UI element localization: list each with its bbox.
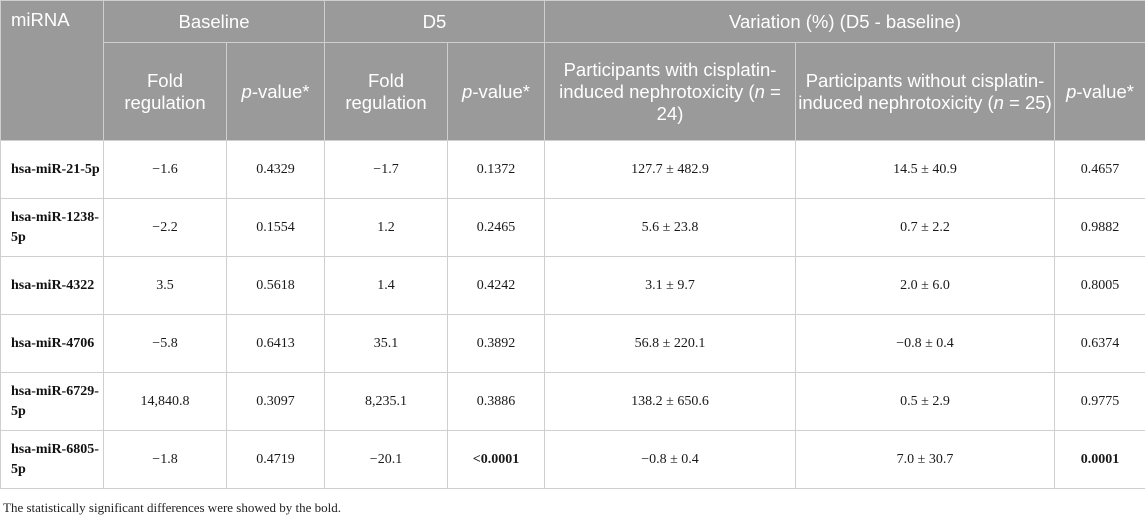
variation-with: 138.2 ± 650.6 [544,372,796,431]
baseline-fold: 3.5 [103,256,227,315]
baseline-fold: −1.6 [103,140,227,199]
variation-p: 0.6374 [1053,314,1145,373]
variation-without: 0.7 ± 2.2 [795,198,1055,257]
n-italic: n [754,80,765,102]
variation-p: 0.0001 [1053,430,1145,489]
table-row: hsa-miR-21-5p −1.6 0.4329 −1.7 0.1372 12… [0,140,1145,199]
mirna-table: miRNA Baseline D5 Variation (%) (D5 - ba… [0,0,1145,489]
d5-p: 0.4242 [447,256,545,315]
d5-fold: 1.2 [324,198,448,257]
mirna-name: hsa-miR-4322 [0,256,104,315]
header-variation-p: p-value* [1053,42,1145,141]
baseline-fold: −5.8 [103,314,227,373]
variation-without: −0.8 ± 0.4 [795,314,1055,373]
baseline-p: 0.6413 [226,314,325,373]
d5-p: 0.3886 [447,372,545,431]
header-d5-p: p-value* [447,42,545,141]
header-baseline: Baseline [103,0,325,43]
p-italic: p [462,80,473,102]
p-italic: p [1066,80,1077,102]
table-row: hsa-miR-4322 3.5 0.5618 1.4 0.4242 3.1 ±… [0,256,1145,315]
header-baseline-p: p-value* [226,42,325,141]
d5-fold: −1.7 [324,140,448,199]
mirna-name: hsa-miR-6729-5p [0,372,104,431]
table-row: hsa-miR-6729-5p 14,840.8 0.3097 8,235.1 … [0,372,1145,431]
variation-with: 127.7 ± 482.9 [544,140,796,199]
p-suffix: -value* [1076,80,1134,102]
mirna-name: hsa-miR-21-5p [0,140,104,199]
variation-p: 0.4657 [1053,140,1145,199]
variation-p: 0.9882 [1053,198,1145,257]
header-with-nephrotoxicity: Participants with cisplatin-induced neph… [544,42,796,141]
fold-regulation-label: Fold regulation [345,69,427,113]
baseline-fold: 14,840.8 [103,372,227,431]
baseline-p: 0.5618 [226,256,325,315]
table-row: hsa-miR-1238-5p −2.2 0.1554 1.2 0.2465 5… [0,198,1145,257]
table-row: hsa-miR-4706 −5.8 0.6413 35.1 0.3892 56.… [0,314,1145,373]
header-mirna: miRNA [0,0,104,141]
p-suffix: -value* [251,80,310,102]
with-neph-text: Participants with cisplatin-induced neph… [559,58,777,102]
baseline-p: 0.4329 [226,140,325,199]
baseline-p: 0.1554 [226,198,325,257]
without-neph-count: = 25) [1003,91,1052,113]
header-without-nephrotoxicity: Participants without cisplatin-induced n… [795,42,1055,141]
d5-fold: 35.1 [324,314,448,373]
table-footnote: The statistically significant difference… [3,500,342,515]
header-row-sub: Fold regulation p-value* Fold regulation… [1,42,1145,141]
d5-p: 0.1372 [447,140,545,199]
header-row-top: miRNA Baseline D5 Variation (%) (D5 - ba… [0,0,1145,141]
mirna-name: hsa-miR-1238-5p [0,198,104,257]
variation-with: −0.8 ± 0.4 [544,430,796,489]
d5-p: <0.0001 [447,430,545,489]
d5-p: 0.2465 [447,198,545,257]
baseline-p: 0.3097 [226,372,325,431]
variation-without: 0.5 ± 2.9 [795,372,1055,431]
table-row: hsa-miR-6805-5p −1.8 0.4719 −20.1 <0.000… [0,430,1145,489]
baseline-fold: −1.8 [103,430,227,489]
d5-fold: 8,235.1 [324,372,448,431]
header-d5-fold: Fold regulation [324,42,448,141]
with-neph-count: = 24) [656,80,781,124]
header-baseline-fold: Fold regulation [103,42,227,141]
variation-p: 0.8005 [1053,256,1145,315]
variation-with: 56.8 ± 220.1 [544,314,796,373]
without-neph-text: Participants without cisplatin-induced n… [798,69,1045,113]
d5-fold: 1.4 [324,256,448,315]
d5-p: 0.3892 [447,314,545,373]
d5-fold: −20.1 [324,430,448,489]
variation-without: 2.0 ± 6.0 [795,256,1055,315]
n-italic: n [993,91,1004,113]
baseline-p: 0.4719 [226,430,325,489]
baseline-fold: −2.2 [103,198,227,257]
p-suffix: -value* [472,80,530,102]
variation-with: 3.1 ± 9.7 [544,256,796,315]
mirna-name: hsa-miR-6805-5p [0,430,104,489]
p-italic: p [241,80,252,102]
fold-regulation-label: Fold regulation [124,69,206,113]
variation-with: 5.6 ± 23.8 [544,198,796,257]
mirna-name: hsa-miR-4706 [0,314,104,373]
header-d5: D5 [324,0,545,43]
variation-p: 0.9775 [1053,372,1145,431]
variation-without: 14.5 ± 40.9 [795,140,1055,199]
variation-without: 7.0 ± 30.7 [795,430,1055,489]
header-variation: Variation (%) (D5 - baseline) [543,0,1145,43]
